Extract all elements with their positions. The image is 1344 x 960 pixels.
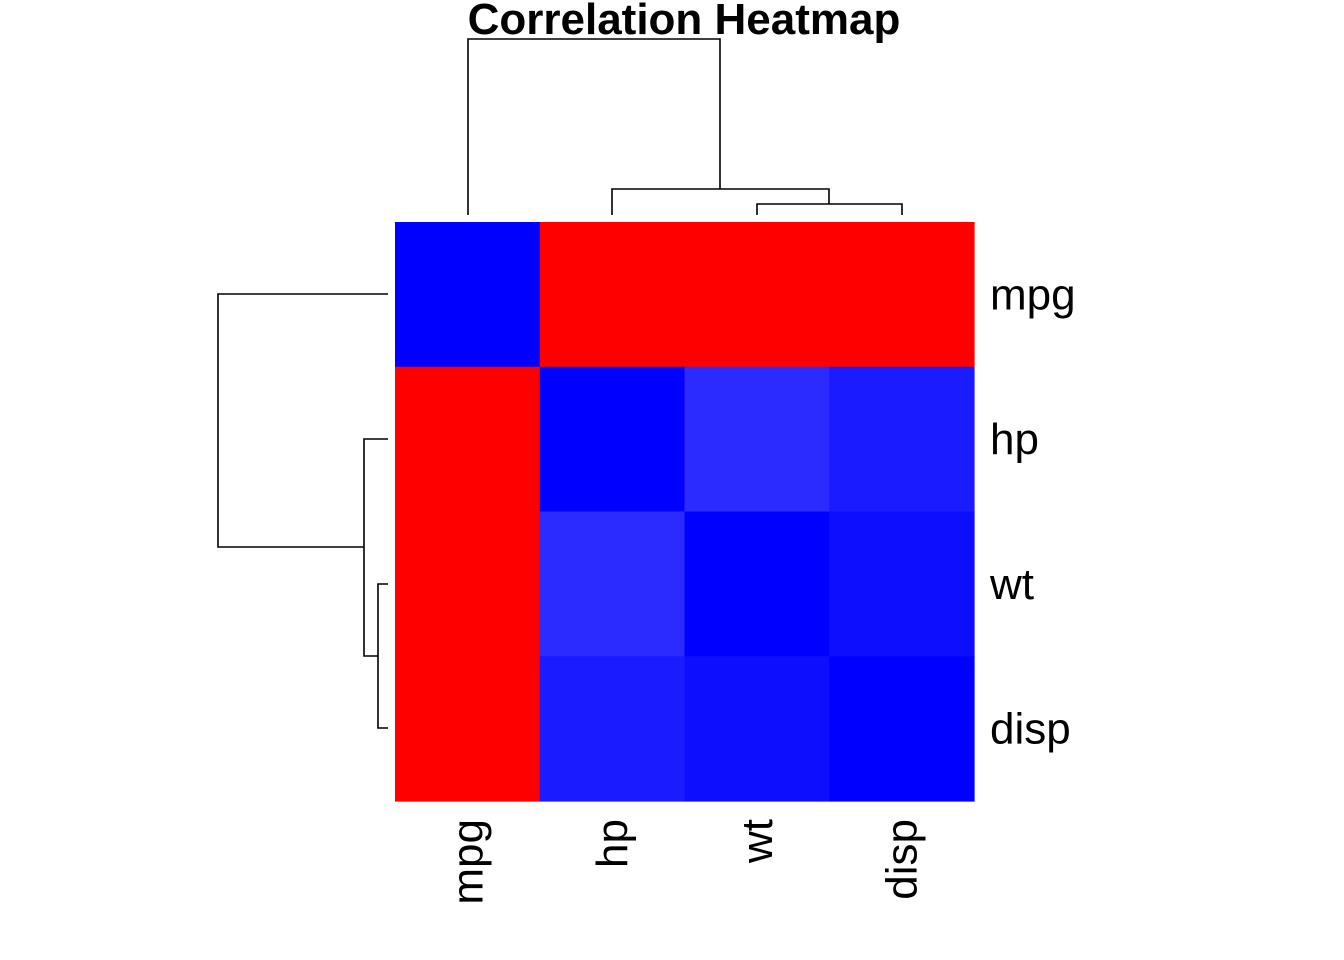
heatmap-cell-disp-wt: [684, 656, 830, 802]
heatmap-cells: [395, 222, 975, 802]
heatmap-cell-wt-wt: [684, 511, 830, 657]
col-dendro-root: [467, 38, 721, 215]
dendrograms: [217, 38, 903, 729]
heatmap-cell-hp-hp: [539, 366, 686, 513]
heatmap-cell-wt-mpg: [395, 511, 541, 657]
col-label-mpg: mpg: [443, 819, 492, 905]
col-label-disp: disp: [878, 819, 927, 900]
row-label-disp: disp: [990, 705, 1071, 754]
row-dendrogram: [217, 293, 388, 729]
chart-title: Correlation Heatmap: [468, 0, 901, 44]
row-dendro-wt-disp: [377, 583, 388, 729]
col-label-hp: hp: [588, 819, 637, 868]
heatmap-cell-hp-disp: [829, 366, 975, 513]
heatmap-cell-hp-mpg: [395, 366, 541, 513]
heatmap-cell-disp-mpg: [395, 656, 541, 802]
heatmap-cell-hp-wt: [684, 366, 830, 513]
col-dendro-wt-disp: [756, 203, 903, 215]
row-label-mpg: mpg: [990, 270, 1076, 319]
heatmap-cell-mpg-wt: [684, 222, 830, 368]
heatmap-cell-mpg-hp: [539, 222, 686, 368]
col-label-wt: wt: [733, 819, 782, 864]
heatmap-cell-mpg-disp: [829, 222, 975, 368]
heatmap-cell-wt-disp: [829, 511, 975, 657]
column-dendrogram: [467, 38, 903, 215]
col-dendro-hp-wtdisp: [611, 188, 830, 215]
row-dendro-root: [217, 293, 388, 548]
heatmap-cell-wt-hp: [539, 511, 686, 657]
row-label-wt: wt: [989, 560, 1034, 609]
row-label-hp: hp: [990, 415, 1039, 464]
heatmap-cell-disp-hp: [539, 656, 686, 802]
heatmap-cell-disp-disp: [829, 656, 975, 802]
axis-labels: mpg hp wt disp mpg hp wt disp: [443, 270, 1075, 904]
row-dendro-hp-wtdisp: [363, 438, 388, 657]
heatmap-cell-mpg-mpg: [395, 222, 541, 368]
